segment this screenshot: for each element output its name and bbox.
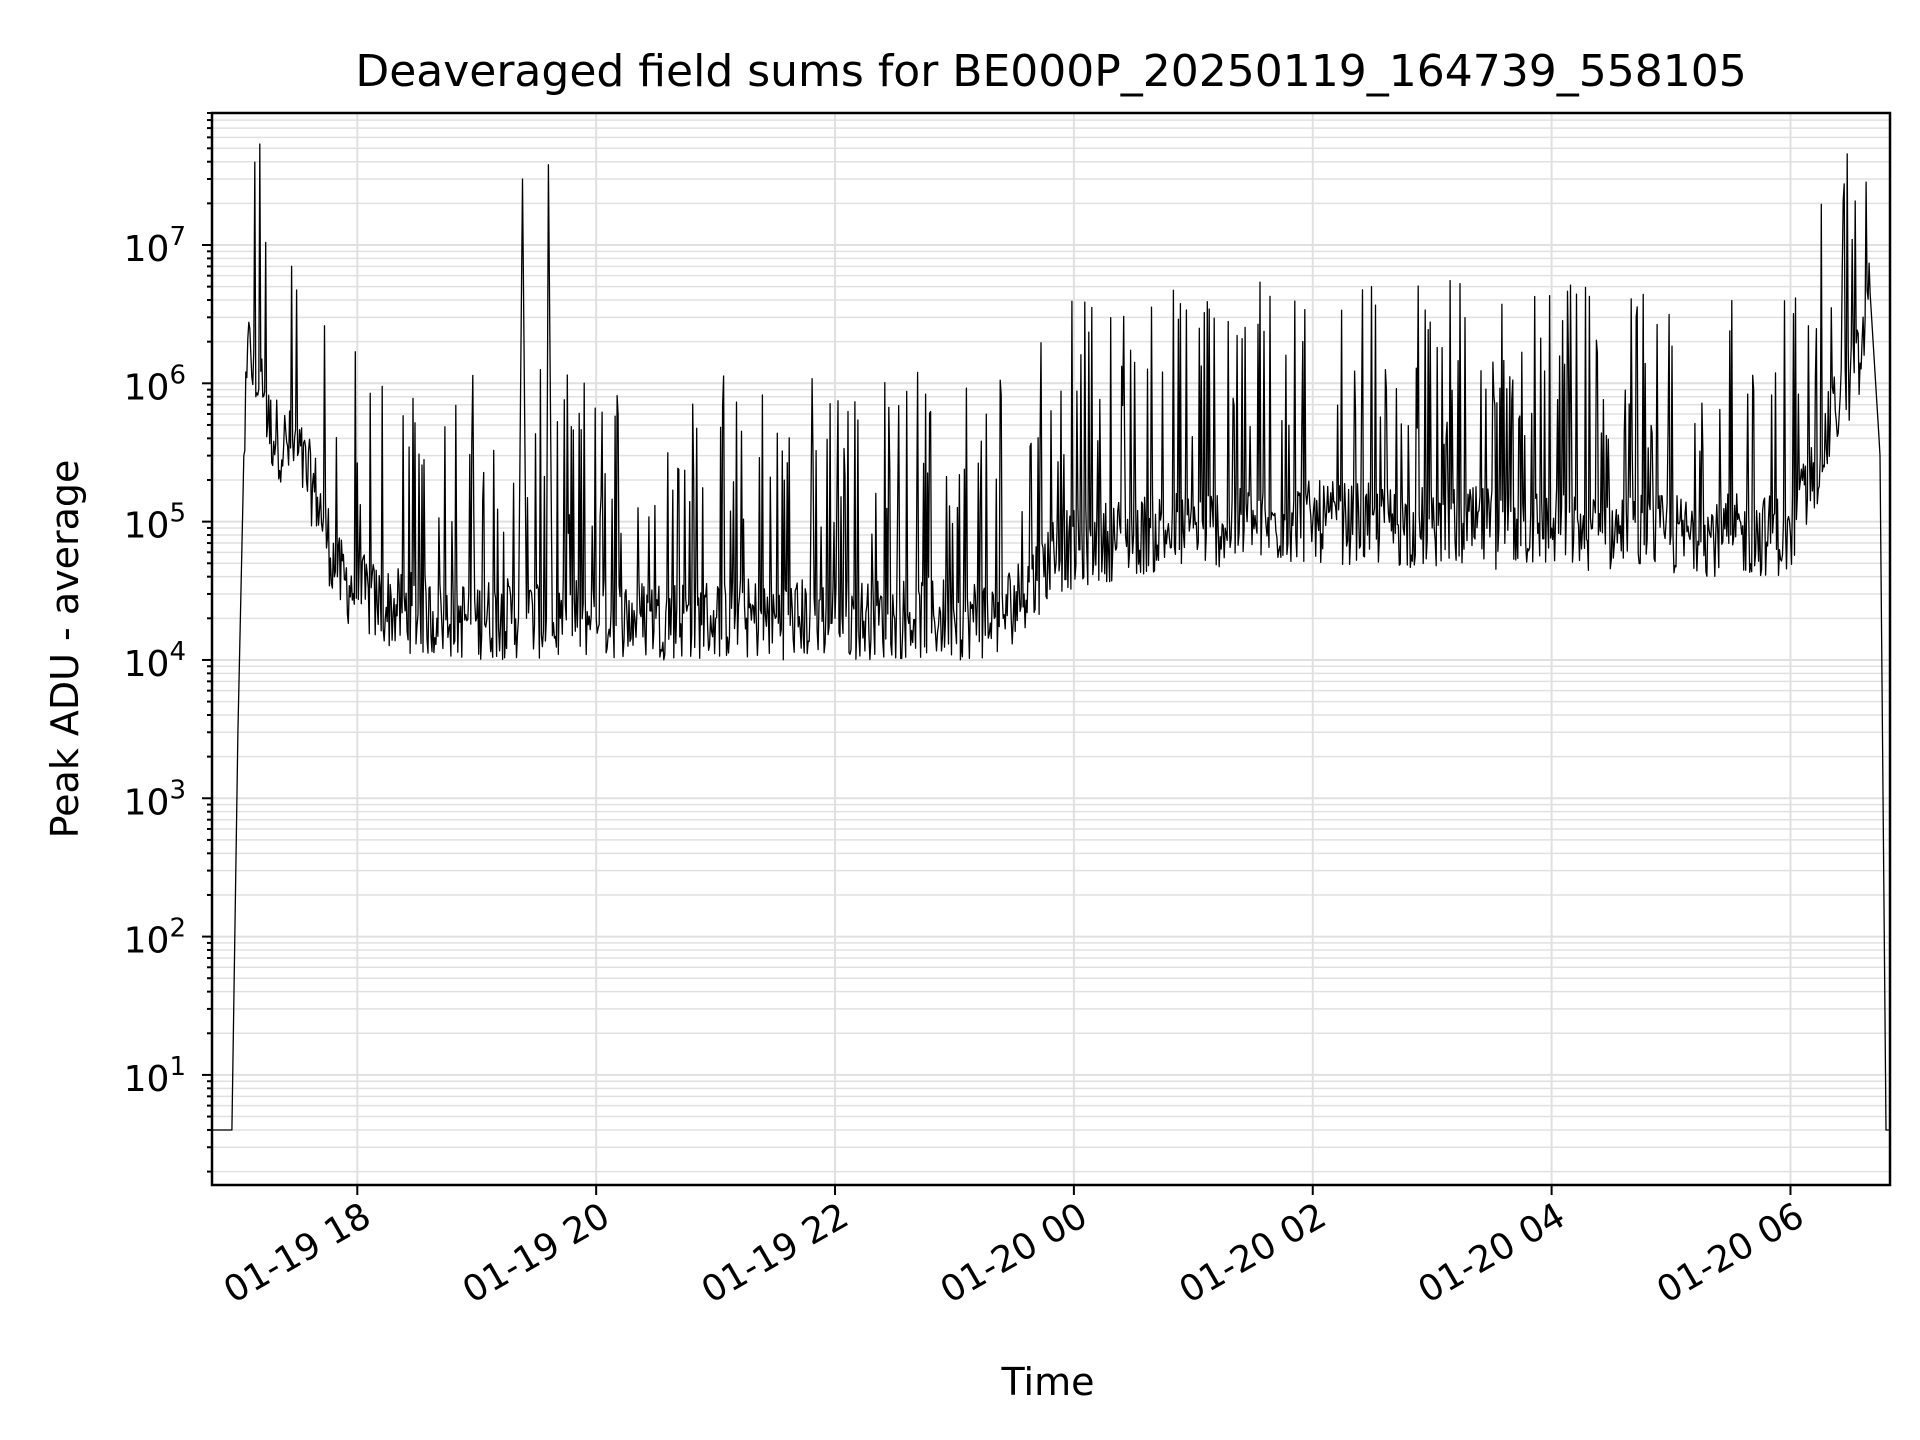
y-tick-label: 104 — [124, 637, 186, 685]
series-layer — [212, 143, 1890, 1131]
x-tick-label: 01-19 20 — [456, 1195, 617, 1311]
y-tick-label: 105 — [124, 499, 186, 547]
y-tick-label: 102 — [124, 914, 186, 962]
series-line — [212, 143, 1890, 1131]
x-axis-label: Time — [1001, 1360, 1095, 1404]
y-axis-label: Peak ADU - average — [43, 460, 87, 839]
x-tick-label: 01-20 04 — [1411, 1195, 1572, 1311]
x-tick-label: 01-20 02 — [1173, 1195, 1334, 1311]
x-tick-label: 01-19 22 — [695, 1195, 856, 1311]
x-tick-label: 01-20 00 — [934, 1195, 1095, 1311]
chart-title: Deaveraged field sums for BE000P_2025011… — [355, 46, 1746, 97]
y-tick-label: 107 — [124, 222, 186, 270]
x-tick-label: 01-19 18 — [217, 1195, 378, 1311]
grid-lines — [212, 112, 1890, 1185]
y-tick-label: 103 — [124, 775, 186, 823]
tick-layer: 01-19 18 01-19 20 01-19 22 01-20 00 01-20 02… — [124, 112, 1811, 1312]
y-tick-label: 101 — [124, 1052, 186, 1100]
plot-frame — [210, 111, 1892, 1187]
y-tick-label: 106 — [124, 360, 186, 408]
x-tick-label: 01-20 06 — [1650, 1195, 1811, 1311]
